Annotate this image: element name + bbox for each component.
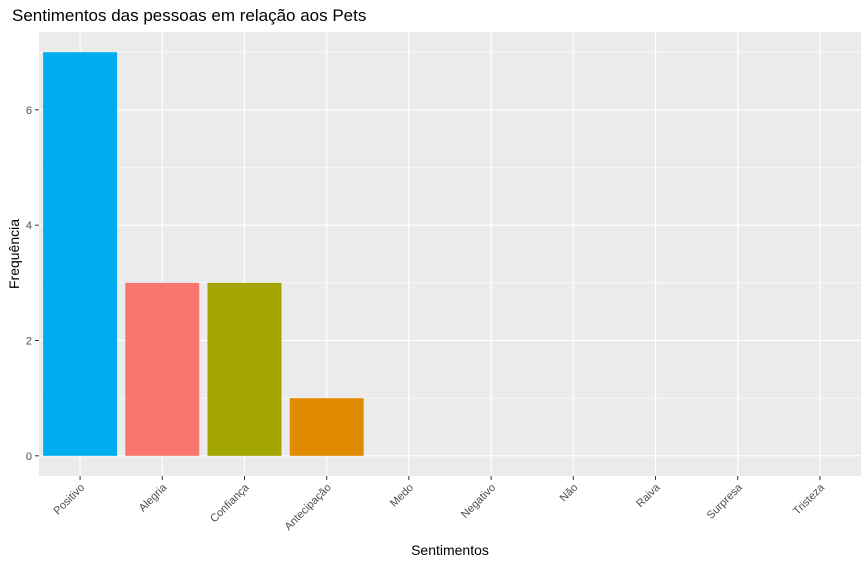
bar-3 [289, 398, 364, 456]
bars [43, 52, 364, 456]
chart-title: Sentimentos das pessoas em relação aos P… [12, 6, 367, 25]
x-tick-label: Antecipação [283, 482, 334, 533]
x-tick-label: Não [558, 482, 581, 505]
x-tick-label: Raiva [634, 481, 663, 510]
bar-0 [43, 52, 118, 456]
y-tick-label: 4 [26, 220, 32, 232]
y-axis-label: Frequência [6, 219, 22, 289]
x-tick-label: Medo [388, 482, 416, 510]
y-tick-label: 0 [26, 451, 32, 463]
y-tick-label: 6 [26, 105, 32, 117]
x-tick-label: Surpresa [705, 481, 746, 522]
x-tick-label: Tristeza [791, 481, 827, 517]
x-tick-label: Alegria [137, 481, 170, 514]
x-tick-label: Positivo [51, 482, 87, 518]
bar-2 [207, 282, 282, 456]
bar-1 [125, 282, 200, 456]
y-axis-ticks: 0 2 4 6 [26, 105, 39, 463]
y-tick-label: 2 [26, 335, 32, 347]
x-tick-label: Negativo [459, 482, 498, 521]
x-tick-label: Confiança [208, 481, 252, 525]
x-axis-ticks: Positivo Alegria Confiança Antecipação Medo N… [51, 476, 828, 533]
x-axis-label: Sentimentos [411, 542, 489, 558]
